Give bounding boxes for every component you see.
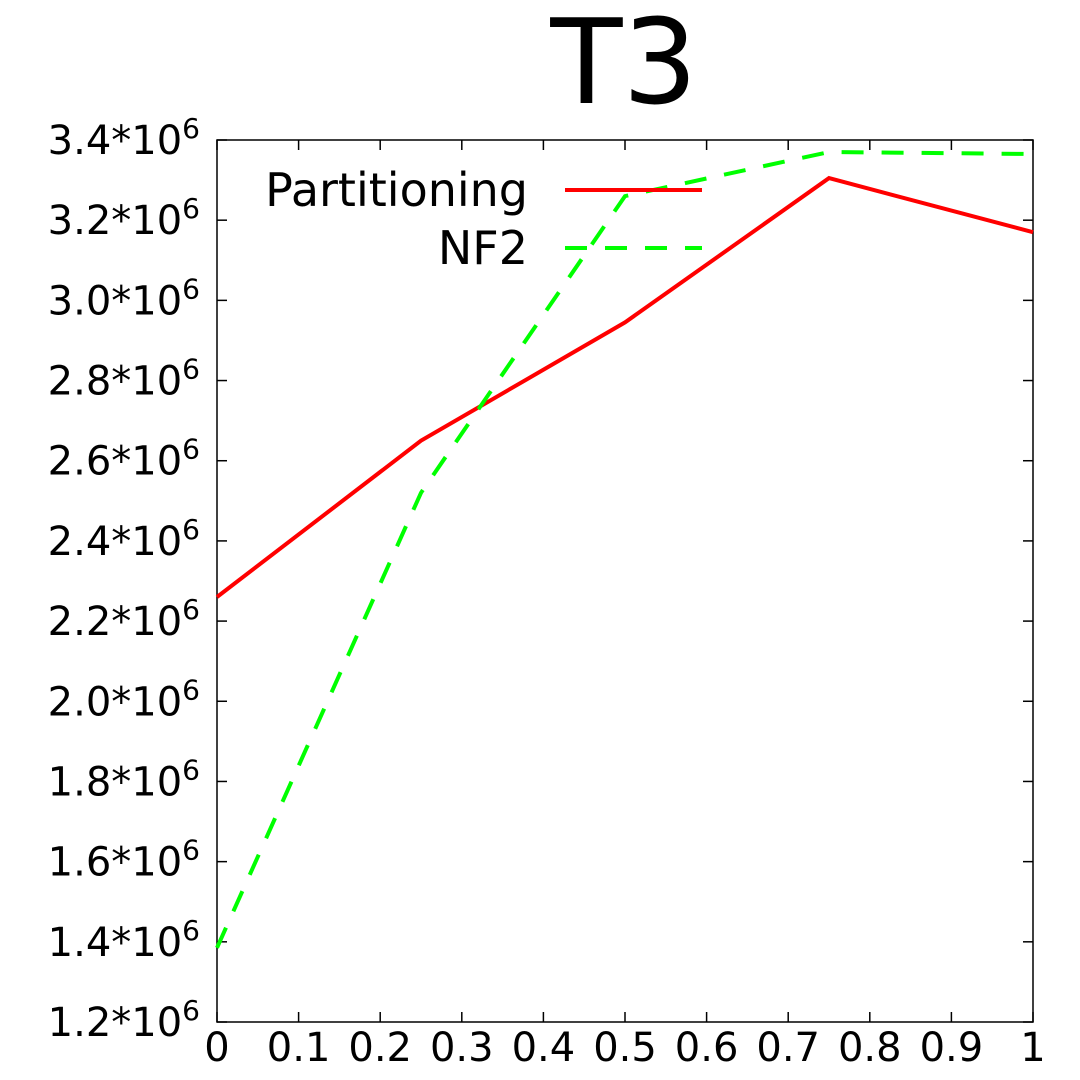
y-tick-label: 2.4*106	[48, 513, 200, 565]
x-axis: 0 0.1 0.2 0.3 0.4 0.5 0.6 0.7 0.8 0.9 1	[204, 140, 1046, 1071]
x-tick-label: 0.7	[756, 1025, 820, 1071]
x-tick-label: 0.9	[920, 1025, 984, 1071]
x-tick-label: 1	[1020, 1025, 1045, 1071]
x-tick-label: 0.6	[675, 1025, 739, 1071]
series-line-partitioning	[215, 175, 1034, 599]
y-tick-label: 3.2*106	[48, 192, 200, 244]
y-tick-label: 2.6*106	[48, 433, 200, 485]
y-tick-label: 1.8*106	[48, 753, 200, 805]
y-tick-label: 3.0*106	[48, 272, 200, 324]
x-tick-label: 0.8	[838, 1025, 902, 1071]
x-tick-label: 0.1	[267, 1025, 331, 1071]
series-layer	[215, 149, 1034, 949]
y-tick-label: 1.2*106	[48, 994, 200, 1046]
series-line-nf2	[215, 149, 1034, 949]
y-tick-label: 2.8*106	[48, 353, 200, 405]
chart-title: T3	[549, 0, 697, 131]
y-tick-label: 1.6*106	[48, 834, 200, 886]
x-tick-label: 0.2	[348, 1025, 412, 1071]
y-tick-label: 2.2*106	[48, 593, 200, 645]
x-tick-label: 0.3	[430, 1025, 494, 1071]
y-tick-label: 3.4*106	[48, 112, 200, 164]
x-tick-label: 0.4	[512, 1025, 576, 1071]
plot-frame	[216, 139, 1034, 1023]
x-tick-label: 0	[204, 1025, 229, 1071]
x-tick-label: 0.5	[593, 1025, 657, 1071]
legend-label: Partitioning	[265, 163, 528, 217]
y-tick-label: 2.0*106	[48, 673, 200, 725]
y-tick-label: 1.4*106	[48, 914, 200, 966]
y-axis: 1.2*106 1.4*106 1.6*106 1.8*106 2.0*106 2.2*1…	[48, 112, 1033, 1046]
legend-label: NF2	[438, 221, 528, 275]
